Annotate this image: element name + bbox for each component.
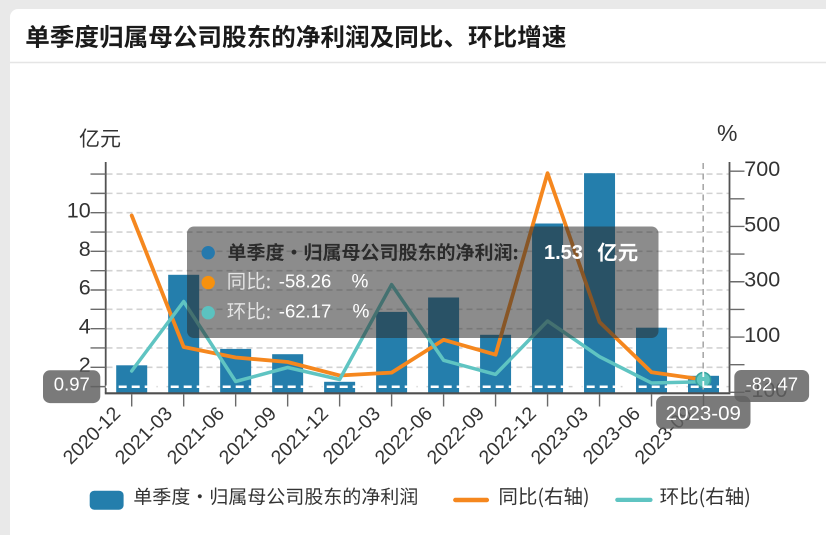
svg-text:%: % [717,120,737,146]
svg-text:6: 6 [79,276,91,300]
svg-text:-82.47: -82.47 [746,374,798,395]
svg-text:500: 500 [744,212,780,236]
svg-text:8: 8 [79,237,91,261]
svg-text:300: 300 [744,268,780,292]
svg-text:-58.26: -58.26 [279,270,331,291]
svg-text:4: 4 [79,314,91,338]
svg-text:%: % [352,271,369,292]
svg-text:700: 700 [744,157,780,181]
svg-text:2: 2 [79,353,91,377]
svg-text:0.97: 0.97 [54,374,90,395]
svg-text:100: 100 [744,323,780,347]
svg-text:-62.17: -62.17 [279,300,331,321]
svg-text:10: 10 [67,198,91,222]
svg-text:%: % [353,301,370,322]
svg-text:2023-09: 2023-09 [666,402,741,425]
svg-text:1.53: 1.53 [544,242,583,264]
